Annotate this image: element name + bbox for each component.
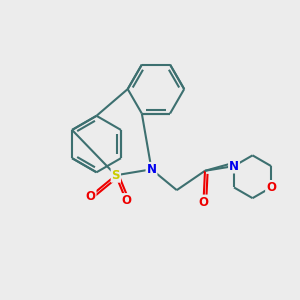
Text: O: O	[121, 194, 131, 207]
Text: O: O	[199, 196, 208, 208]
Text: N: N	[229, 160, 239, 172]
Text: O: O	[85, 190, 96, 202]
Text: O: O	[266, 181, 276, 194]
Text: S: S	[112, 169, 120, 182]
Text: N: N	[146, 163, 157, 176]
